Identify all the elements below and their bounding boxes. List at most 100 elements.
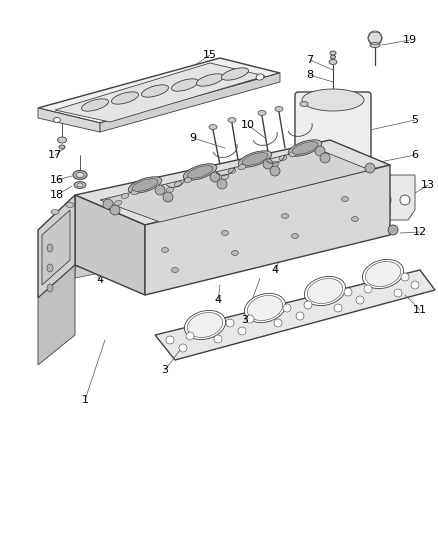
Circle shape (333, 304, 341, 312)
Ellipse shape (299, 101, 307, 107)
Ellipse shape (53, 117, 60, 123)
Circle shape (103, 199, 113, 209)
Circle shape (364, 163, 374, 173)
Circle shape (179, 344, 187, 352)
Circle shape (363, 285, 371, 293)
Polygon shape (38, 58, 279, 123)
Ellipse shape (369, 43, 379, 47)
Circle shape (283, 304, 290, 312)
Ellipse shape (132, 179, 158, 191)
Text: 3: 3 (241, 315, 248, 325)
Ellipse shape (59, 145, 65, 149)
Ellipse shape (231, 251, 238, 255)
Circle shape (410, 281, 418, 289)
Polygon shape (38, 108, 100, 132)
Circle shape (295, 312, 303, 320)
Ellipse shape (114, 200, 122, 206)
Ellipse shape (351, 216, 358, 222)
Polygon shape (155, 270, 434, 360)
Circle shape (162, 192, 173, 202)
Ellipse shape (237, 164, 245, 169)
Polygon shape (367, 175, 414, 220)
Ellipse shape (291, 233, 298, 238)
Ellipse shape (255, 74, 263, 80)
Text: 16: 16 (50, 175, 64, 185)
Ellipse shape (364, 262, 400, 287)
Polygon shape (42, 210, 70, 285)
Ellipse shape (291, 142, 317, 155)
Ellipse shape (307, 279, 342, 303)
Ellipse shape (47, 264, 53, 272)
Ellipse shape (221, 68, 248, 80)
Ellipse shape (279, 155, 286, 160)
Text: 4: 4 (96, 275, 103, 285)
Circle shape (166, 336, 173, 344)
Ellipse shape (81, 99, 108, 111)
Ellipse shape (184, 310, 225, 340)
Circle shape (367, 31, 381, 45)
Polygon shape (100, 148, 369, 222)
Text: 5: 5 (410, 115, 417, 125)
Ellipse shape (47, 284, 53, 292)
Text: 12: 12 (412, 227, 426, 237)
Text: 4: 4 (214, 295, 221, 305)
Ellipse shape (171, 268, 178, 272)
Circle shape (155, 185, 165, 195)
Circle shape (303, 301, 311, 309)
Ellipse shape (166, 187, 173, 193)
Ellipse shape (128, 177, 161, 193)
Ellipse shape (121, 193, 129, 199)
Text: 14: 14 (332, 177, 346, 187)
Circle shape (377, 178, 387, 188)
Text: 7: 7 (306, 55, 313, 65)
Polygon shape (38, 195, 75, 298)
Ellipse shape (183, 164, 216, 180)
Ellipse shape (328, 60, 336, 64)
Circle shape (245, 315, 254, 323)
Ellipse shape (244, 294, 285, 322)
Ellipse shape (208, 125, 216, 130)
Polygon shape (75, 140, 389, 225)
Ellipse shape (271, 161, 278, 167)
Polygon shape (75, 206, 389, 278)
Ellipse shape (76, 173, 84, 177)
Text: 8: 8 (306, 70, 313, 80)
Circle shape (349, 193, 359, 203)
Text: 1: 1 (81, 395, 88, 405)
Ellipse shape (258, 110, 265, 116)
Circle shape (110, 205, 120, 215)
Circle shape (237, 327, 245, 335)
Circle shape (186, 332, 194, 340)
Circle shape (314, 146, 324, 156)
Circle shape (213, 335, 222, 343)
Text: 15: 15 (202, 50, 216, 60)
Circle shape (387, 225, 397, 235)
Ellipse shape (111, 92, 138, 104)
Ellipse shape (288, 140, 321, 156)
Text: 19: 19 (402, 35, 416, 45)
Ellipse shape (141, 85, 168, 97)
Ellipse shape (174, 181, 181, 187)
Ellipse shape (171, 79, 198, 91)
Ellipse shape (228, 168, 235, 174)
Ellipse shape (221, 230, 228, 236)
Ellipse shape (57, 137, 66, 143)
Circle shape (393, 289, 401, 297)
Polygon shape (100, 73, 279, 132)
Text: 17: 17 (48, 150, 62, 160)
Ellipse shape (341, 197, 348, 201)
Ellipse shape (131, 189, 138, 195)
Ellipse shape (187, 312, 222, 337)
Ellipse shape (184, 177, 191, 183)
Text: 3: 3 (161, 365, 168, 375)
Ellipse shape (47, 244, 53, 252)
Ellipse shape (241, 152, 267, 165)
Ellipse shape (66, 203, 74, 207)
Circle shape (269, 166, 279, 176)
Ellipse shape (196, 74, 223, 86)
Text: 18: 18 (50, 190, 64, 200)
Polygon shape (145, 165, 389, 295)
Ellipse shape (329, 51, 335, 55)
Ellipse shape (73, 171, 87, 180)
Circle shape (355, 296, 363, 304)
